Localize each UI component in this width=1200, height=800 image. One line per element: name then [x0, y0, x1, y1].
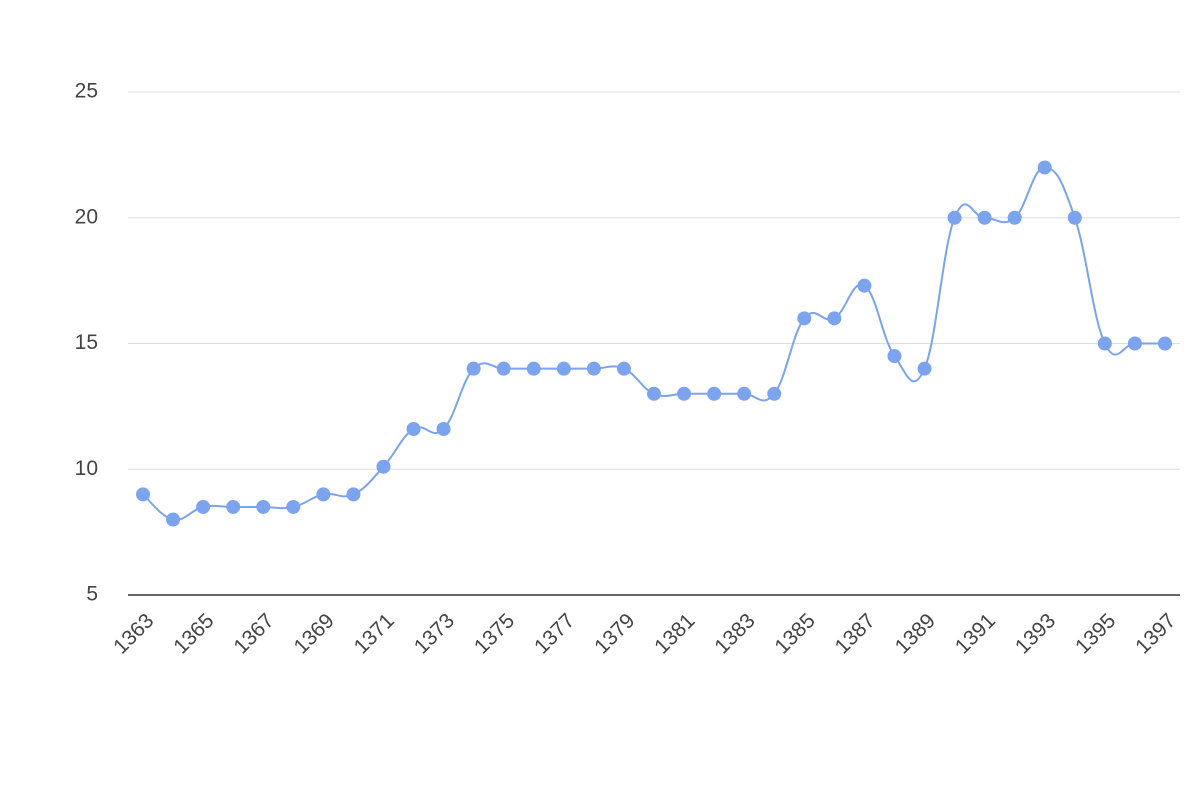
point — [947, 210, 962, 225]
x-tick-label: 1391 — [951, 609, 1000, 658]
point — [496, 361, 511, 376]
point — [887, 349, 902, 364]
y-tick-label: 25 — [75, 80, 98, 103]
point — [316, 487, 331, 502]
x-tick-label: 1367 — [229, 609, 278, 658]
x-tick-label: 1385 — [770, 609, 819, 658]
point — [346, 487, 361, 502]
point — [1097, 336, 1112, 351]
x-tick-label: 1373 — [410, 609, 459, 658]
x-tick-label: 1377 — [530, 609, 579, 658]
point — [767, 386, 782, 401]
point — [1157, 336, 1172, 351]
point — [256, 499, 271, 514]
point — [526, 361, 541, 376]
y-tick-label: 5 — [86, 583, 98, 606]
point — [586, 361, 601, 376]
point — [556, 361, 571, 376]
point — [737, 386, 752, 401]
x-tick-label: 1375 — [470, 609, 519, 658]
y-tick-label: 15 — [75, 331, 98, 354]
x-tick-label: 1365 — [169, 609, 218, 658]
point — [286, 499, 301, 514]
x-tick-label: 1383 — [710, 609, 759, 658]
point — [196, 499, 211, 514]
x-tick-label: 1363 — [109, 609, 158, 658]
x-tick-label: 1371 — [350, 609, 399, 658]
point — [827, 311, 842, 326]
point — [917, 361, 932, 376]
point — [166, 512, 181, 527]
x-tick-label: 1381 — [650, 609, 699, 658]
point — [647, 386, 661, 401]
x-tick-label: 1393 — [1011, 609, 1060, 658]
point — [1127, 336, 1142, 351]
x-tick-label: 1379 — [590, 609, 639, 658]
point — [376, 459, 391, 474]
y-tick-label: 10 — [75, 457, 98, 480]
point — [436, 422, 451, 437]
point — [797, 311, 812, 326]
point — [857, 278, 872, 293]
point — [136, 487, 151, 502]
point — [1067, 210, 1082, 225]
point — [616, 361, 631, 376]
point — [406, 422, 421, 437]
x-tick-label: 1387 — [831, 609, 880, 658]
point — [677, 386, 692, 401]
y-tick-label: 20 — [75, 205, 98, 228]
point — [977, 210, 992, 225]
point — [707, 386, 722, 401]
point — [1037, 160, 1052, 175]
point — [226, 499, 241, 514]
x-tick-label: 1395 — [1071, 609, 1120, 658]
point — [1007, 210, 1022, 225]
x-tick-label: 1369 — [290, 609, 339, 658]
x-tick-label: 1389 — [891, 609, 940, 658]
point — [466, 361, 481, 376]
x-tick-label: 1397 — [1131, 609, 1180, 658]
